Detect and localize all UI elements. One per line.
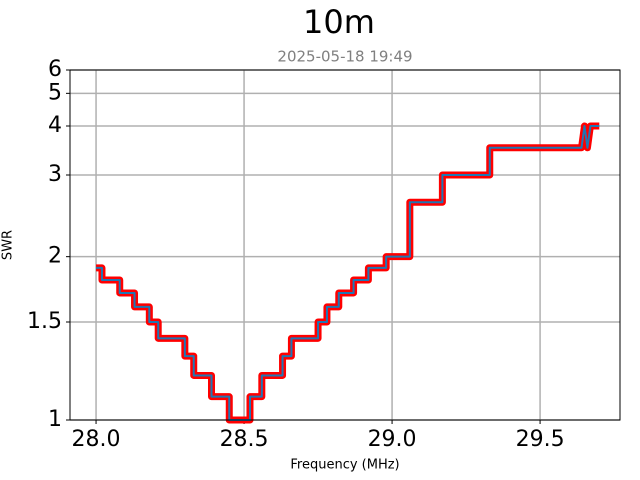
y-tick-label: 1: [48, 407, 62, 432]
y-tick-label: 2: [48, 244, 62, 269]
chart-title: 10m: [303, 3, 375, 41]
y-tick-label: 3: [48, 162, 62, 187]
x-tick-label: 28.5: [220, 427, 269, 452]
x-tick-label: 29.5: [516, 427, 565, 452]
x-tick-label: 29.0: [368, 427, 417, 452]
chart-subtitle: 2025-05-18 19:49: [277, 48, 412, 66]
y-tick-label: 1.5: [27, 309, 62, 334]
y-tick-label: 5: [48, 80, 62, 105]
y-axis-label: SWR: [1, 230, 16, 260]
plot-frame: [69, 69, 621, 421]
y-tick-label: 4: [48, 113, 62, 138]
x-axis-label: Frequency (MHz): [290, 458, 399, 473]
line: [96, 125, 600, 421]
x-tick-label: 28.0: [72, 427, 121, 452]
y-tick-label: 6: [48, 57, 62, 82]
